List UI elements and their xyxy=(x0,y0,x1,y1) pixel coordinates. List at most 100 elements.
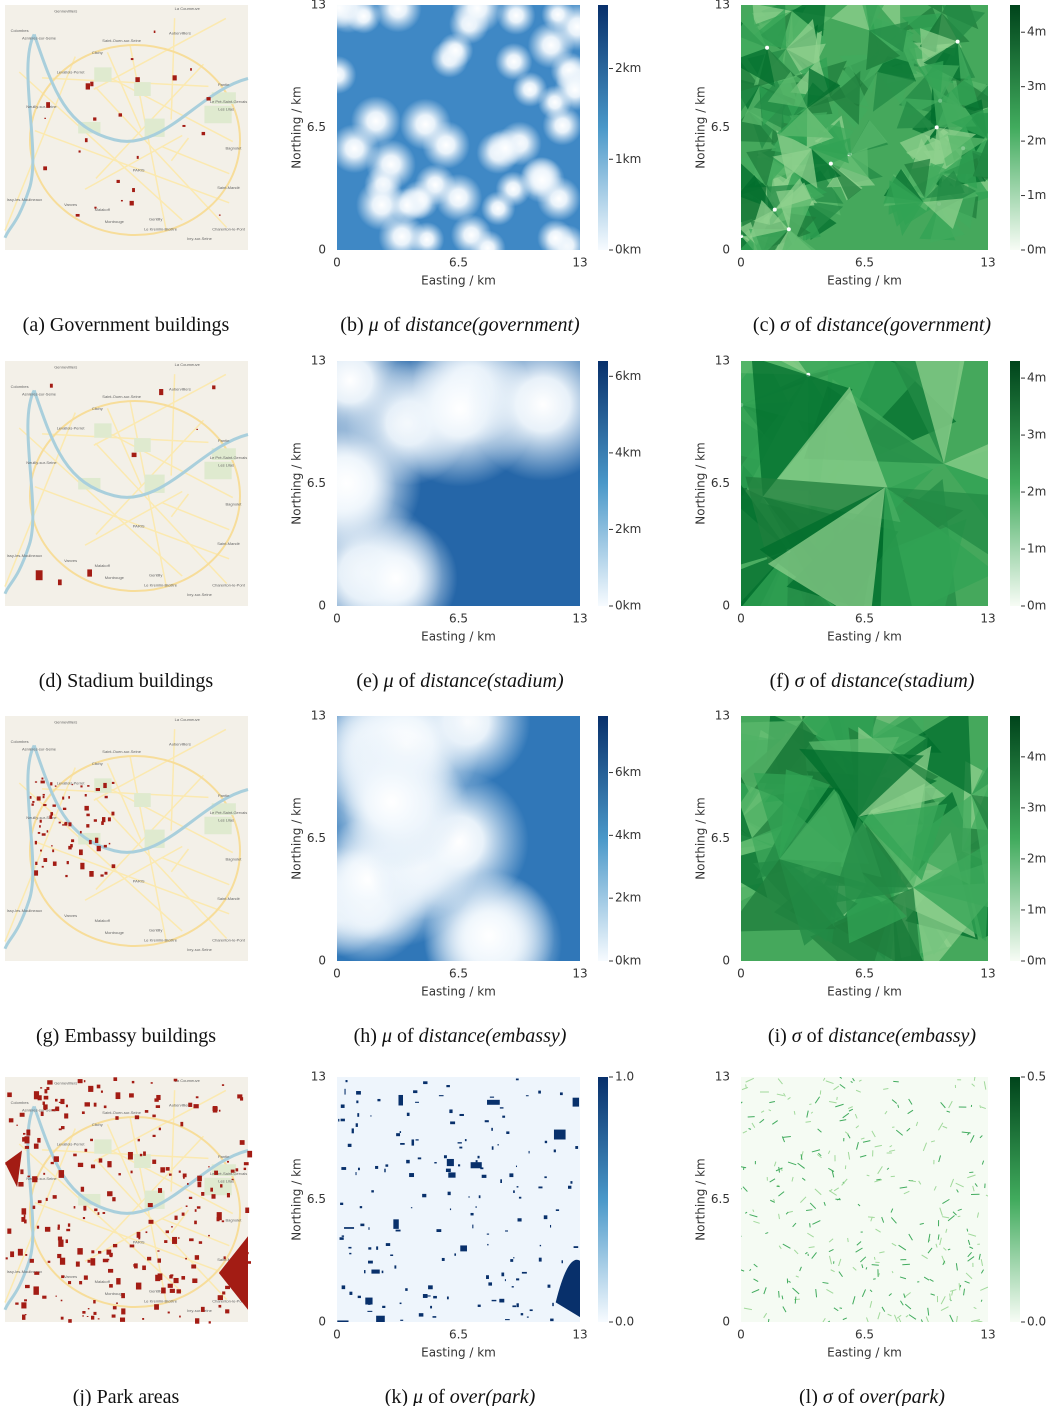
heat-stroke xyxy=(763,1287,767,1295)
heat-stroke xyxy=(898,1317,902,1322)
heat-stroke xyxy=(939,1237,942,1246)
heat-stroke xyxy=(927,1307,930,1316)
heat-stroke xyxy=(852,1266,857,1271)
heat-stroke xyxy=(930,1293,935,1296)
heat-patch xyxy=(371,1269,380,1274)
map-feature xyxy=(131,452,137,458)
map-feature xyxy=(43,1172,46,1175)
heat-patch xyxy=(376,1246,379,1250)
map-label: Gentilly xyxy=(149,217,162,222)
map-label: Les Lilas xyxy=(218,817,234,822)
map-feature xyxy=(94,1208,98,1212)
heat-patch xyxy=(487,1099,500,1105)
heat-stroke xyxy=(881,1306,886,1312)
map-label: Le Kremlin-Bicêtre xyxy=(144,226,178,231)
heat-stroke xyxy=(884,1110,888,1115)
heat-stroke xyxy=(898,1244,907,1251)
heat-patch xyxy=(359,1206,363,1209)
heat-stroke xyxy=(955,1182,964,1188)
map-label: Gentilly xyxy=(149,573,162,578)
heat-patch xyxy=(538,1090,541,1094)
heat-stroke xyxy=(967,1256,975,1262)
colorbar xyxy=(598,361,608,606)
map-feature xyxy=(65,874,68,878)
heat-stroke xyxy=(877,1166,883,1175)
map-feature xyxy=(112,1197,116,1202)
heat-dot xyxy=(828,161,833,166)
heat-patch xyxy=(521,1271,527,1274)
map-feature xyxy=(58,1170,65,1178)
map-feature xyxy=(121,1293,125,1299)
heat-stroke xyxy=(891,1270,894,1274)
map-feature xyxy=(214,1170,219,1175)
y-tick-label: 6.5 xyxy=(711,476,730,490)
heat-stroke xyxy=(778,1213,780,1220)
map-feature xyxy=(104,871,108,875)
heat-stroke xyxy=(806,1110,809,1118)
heat-stroke xyxy=(842,1112,850,1119)
map-feature xyxy=(32,1176,38,1183)
map-feature xyxy=(90,1258,96,1266)
map-feature xyxy=(80,1186,85,1192)
heat-patch xyxy=(399,1131,402,1133)
map-green xyxy=(211,92,236,105)
x-axis-label: Easting / km xyxy=(421,1346,496,1360)
heat-cell xyxy=(776,189,794,230)
map-feature xyxy=(43,858,48,862)
heat-patch xyxy=(368,1260,373,1264)
heat-patch xyxy=(355,1123,358,1127)
caption-part: (e) xyxy=(356,670,378,692)
map-feature xyxy=(197,1181,202,1188)
map-feature xyxy=(34,1271,40,1275)
heatmap xyxy=(741,361,988,606)
heat-stroke xyxy=(742,1130,748,1134)
map-feature xyxy=(101,817,106,823)
heat-stroke xyxy=(852,1296,856,1305)
heat-stroke xyxy=(850,1080,853,1083)
heat-patch xyxy=(425,1295,431,1297)
heat-patch xyxy=(357,1113,360,1117)
heat-patch xyxy=(529,1309,533,1312)
map-feature xyxy=(185,1257,187,1260)
heat-stroke xyxy=(769,1101,776,1104)
heat-stroke xyxy=(971,1319,981,1322)
map-green xyxy=(204,461,232,480)
heat-stroke xyxy=(770,1199,776,1203)
map-label: Bagnolet xyxy=(226,1218,243,1223)
heat-stroke xyxy=(927,1247,933,1254)
heat-stroke xyxy=(785,1211,789,1215)
map-feature xyxy=(86,824,90,828)
heat-cell xyxy=(741,404,742,405)
heat-stroke xyxy=(940,1296,946,1305)
map-label: Gennevilliers xyxy=(54,1080,77,1085)
heat-stroke xyxy=(741,1187,742,1190)
heatmap xyxy=(741,5,988,250)
y-tick-label: 6.5 xyxy=(307,476,326,490)
map-feature xyxy=(50,782,53,786)
map: Gennevilliers La Courneuve Colombes Asnière… xyxy=(3,5,249,250)
map-feature xyxy=(169,1288,175,1293)
map-feature xyxy=(237,1094,243,1099)
map-label: Charenton-le-Pont xyxy=(212,226,246,231)
heat-cell xyxy=(940,148,978,189)
heat-patch xyxy=(406,1159,410,1164)
heat-patch xyxy=(497,1144,499,1146)
colorbar-tick-label: 6km xyxy=(615,765,641,779)
map-feature xyxy=(113,1077,118,1081)
map-feature xyxy=(52,1195,57,1199)
heat-stroke xyxy=(792,1222,797,1228)
heat-stroke xyxy=(795,1275,799,1278)
colorbar-tick-label: 4km xyxy=(615,445,641,459)
map-road xyxy=(108,432,234,499)
caption-part: of xyxy=(384,314,401,336)
map-feature xyxy=(132,188,135,193)
map-feature xyxy=(111,1314,116,1318)
heat-stroke xyxy=(783,1092,786,1097)
map-label: Bagnolet xyxy=(226,857,243,862)
map-label: Saint-Mandé xyxy=(217,185,240,190)
map-label: Saint-Ouen-sur-Seine xyxy=(102,38,141,43)
heat-stroke xyxy=(793,1249,799,1255)
y-tick-label: 13 xyxy=(715,354,730,368)
heat-patch xyxy=(550,1318,554,1322)
map-feature xyxy=(139,1153,143,1157)
